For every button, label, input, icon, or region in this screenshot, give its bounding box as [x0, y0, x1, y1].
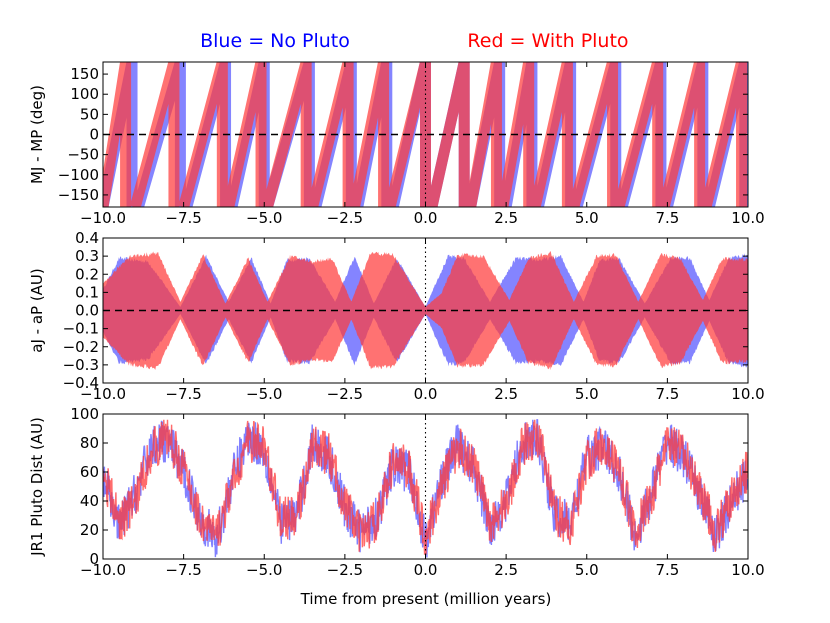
- x-axis-label: Time from present (million years): [300, 590, 552, 608]
- phase-xtick-label: 7.5: [655, 209, 679, 227]
- sma-xtick-label: 7.5: [655, 385, 679, 403]
- sma-xtick-label: 0.0: [414, 385, 438, 403]
- phase-xtick-label: −5.0: [246, 209, 282, 227]
- phase-y-axis-label: MJ - MP (deg): [28, 85, 46, 184]
- sma-xtick-label: −5.0: [246, 385, 282, 403]
- sma-ytick-label: −0.4: [63, 374, 99, 392]
- distance-xtick-label: 7.5: [655, 561, 679, 579]
- phase-ytick-label: 0: [89, 126, 99, 144]
- distance-ytick-label: 80: [80, 434, 99, 452]
- distance-ytick-label: 20: [80, 521, 99, 539]
- sma-ytick-label: 0.2: [75, 265, 99, 283]
- phase-xtick-label: −7.5: [165, 209, 201, 227]
- panel-sma: −10.0 −7.5 −5.0 −2.5 0.0 2.5 5.0 7.5 10.00.40.30…: [28, 229, 765, 403]
- distance-y-axis-label: JR1 Pluto Dist (AU): [28, 417, 46, 557]
- distance-xtick-label: −7.5: [165, 561, 201, 579]
- phase-ytick-label: −150: [58, 186, 99, 204]
- phase-ytick-label: 100: [70, 85, 99, 103]
- legend-blue: Blue = No Pluto: [200, 30, 350, 52]
- panel-phase: −10.0 −7.5 −5.0 −2.5 0.0 2.5 5.0 7.5 10.0 150 100 5…: [28, 61, 765, 227]
- distance-xtick-label: 2.5: [494, 561, 518, 579]
- sma-xtick-label: 10.0: [731, 385, 764, 403]
- distance-xtick-label: 5.0: [575, 561, 599, 579]
- phase-ytick-label: 150: [70, 65, 99, 83]
- sma-xtick-label: 2.5: [494, 385, 518, 403]
- sma-ytick-label: 0.1: [75, 283, 99, 301]
- distance-ytick-label: 40: [80, 492, 99, 510]
- distance-xtick-label: −2.5: [327, 561, 363, 579]
- sma-xtick-label: −7.5: [165, 385, 201, 403]
- sma-xtick-label: 5.0: [575, 385, 599, 403]
- sma-xtick-label: −10.0: [80, 385, 126, 403]
- sma-ytick-label: −0.3: [63, 356, 99, 374]
- phase-xtick-label: 2.5: [494, 209, 518, 227]
- distance-xtick-label: 10.0: [731, 561, 764, 579]
- distance-plot-area: [103, 419, 748, 558]
- phase-ytick-label: −100: [58, 166, 99, 184]
- phase-ytick-label: −50: [67, 146, 99, 164]
- sma-xtick-label: −2.5: [327, 385, 363, 403]
- phase-xtick-label: −10.0: [80, 209, 126, 227]
- phase-xtick-label: 10.0: [731, 209, 764, 227]
- distance-xtick-label: −10.0: [80, 561, 126, 579]
- sma-ytick-label: 0.0: [75, 302, 99, 320]
- sma-ytick-label: 0.3: [75, 247, 99, 265]
- panel-distance: −10.0 −7.5 −5.0 −2.5 0.0 2.5 5.0 7.5 10.0 100 80 60…: [28, 405, 765, 579]
- distance-xtick-label: −5.0: [246, 561, 282, 579]
- phase-xtick-label: 5.0: [575, 209, 599, 227]
- distance-ytick-label: 60: [80, 463, 99, 481]
- sma-ytick-label: −0.1: [63, 320, 99, 338]
- distance-ytick-label: 0: [89, 550, 99, 568]
- phase-ytick-label: 50: [80, 105, 99, 123]
- sma-ytick-label: −0.2: [63, 338, 99, 356]
- legend-red: Red = With Pluto: [467, 30, 628, 52]
- phase-xtick-label: −2.5: [327, 209, 363, 227]
- sma-ytick-label: 0.4: [75, 229, 99, 247]
- distance-ytick-label: 100: [70, 405, 99, 423]
- distance-series-1: [103, 419, 748, 555]
- distance-xtick-label: 0.0: [414, 561, 438, 579]
- phase-xtick-label: 0.0: [414, 209, 438, 227]
- sma-y-axis-label: aJ - aP (AU): [28, 268, 46, 353]
